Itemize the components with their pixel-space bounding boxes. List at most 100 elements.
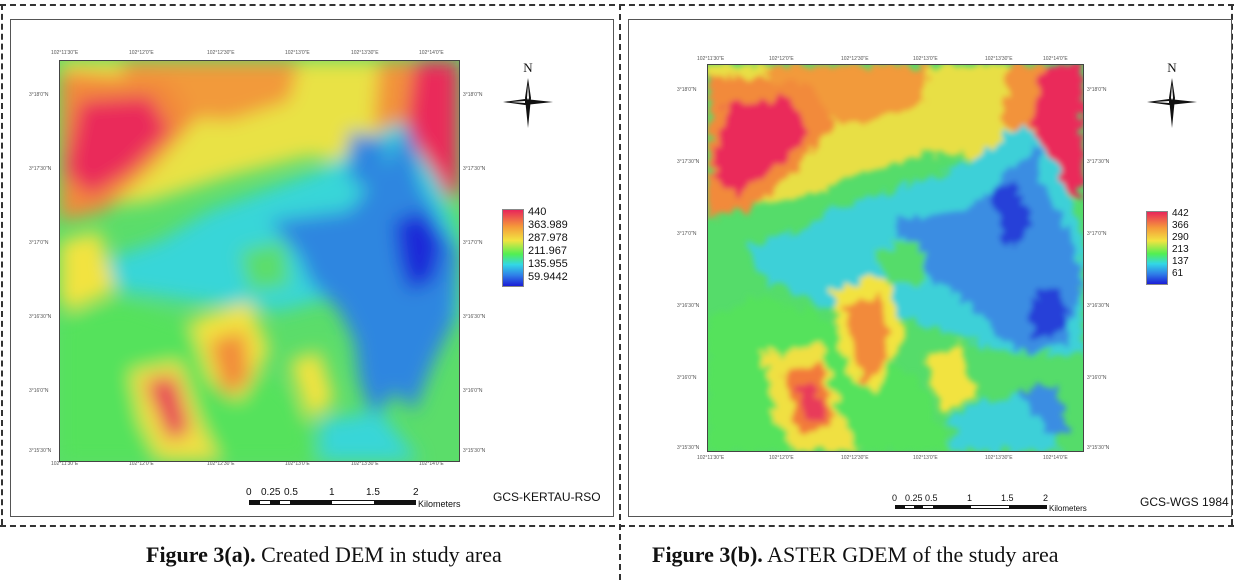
right-edge-dashed-line bbox=[1231, 4, 1233, 525]
tick-label: 3°17'30"N bbox=[677, 159, 700, 165]
tick-label: 3°17'30"N bbox=[29, 166, 52, 172]
tick-label: 102°13'30"E bbox=[351, 461, 379, 467]
tick-label: 102°12'0"E bbox=[129, 461, 154, 467]
scale-bar: 0 0.25 0.5 1 1.5 2 Kilometers bbox=[246, 487, 509, 509]
tick-label: 102°14'0"E bbox=[1043, 455, 1068, 461]
tick-label: 102°12'0"E bbox=[769, 56, 794, 62]
middle-dashed-line bbox=[0, 525, 1234, 527]
legend-value: 287.978 bbox=[528, 232, 568, 244]
tick-label: 102°13'30"E bbox=[985, 455, 1013, 461]
scale-unit: Kilometers bbox=[1049, 504, 1087, 513]
caption-text: ASTER GDEM of the study area bbox=[762, 542, 1059, 567]
scale-bar: 0 0.25 0.5 1 1.5 2 Kilometers bbox=[892, 493, 1135, 515]
dem-raster-map bbox=[59, 60, 460, 462]
legend-value: 135.955 bbox=[528, 258, 568, 270]
center-dashed-divider bbox=[619, 4, 621, 580]
tick-label: 3°15'30"N bbox=[29, 448, 52, 454]
tick-label: 3°16'30"N bbox=[463, 314, 486, 320]
color-ramp bbox=[502, 209, 524, 287]
tick-label: 3°17'0"N bbox=[1087, 231, 1107, 237]
tick-label: 3°16'0"N bbox=[463, 388, 483, 394]
north-arrow: N bbox=[1137, 60, 1207, 130]
tick-label: 102°11'30"E bbox=[697, 56, 725, 62]
tick-label: 3°16'0"N bbox=[1087, 375, 1107, 381]
tick-label: 3°17'0"N bbox=[677, 231, 697, 237]
panel-a-created-dem: 102°11'30"E 102°12'0"E 102°12'30"E 102°1… bbox=[4, 12, 614, 517]
tick-label: 102°12'0"E bbox=[769, 455, 794, 461]
scale-number: 0.5 bbox=[925, 493, 938, 503]
legend-value: 137 bbox=[1172, 256, 1189, 267]
tick-label: 102°14'0"E bbox=[1043, 56, 1068, 62]
tick-label: 102°11'30"E bbox=[697, 455, 725, 461]
tick-label: 102°12'0"E bbox=[129, 50, 154, 56]
figure-caption-a: Figure 3(a). Created DEM in study area bbox=[146, 542, 502, 568]
north-arrow: N bbox=[493, 60, 563, 130]
tick-label: 3°16'30"N bbox=[677, 303, 700, 309]
legend-value: 59.9442 bbox=[528, 271, 568, 283]
tick-label: 102°12'30"E bbox=[841, 56, 869, 62]
scale-number: 2 bbox=[413, 487, 419, 498]
tick-label: 3°16'0"N bbox=[29, 388, 49, 394]
tick-label: 3°15'30"N bbox=[677, 445, 700, 451]
panel-b-aster-gdem: 102°11'30"E 102°12'0"E 102°12'30"E 102°1… bbox=[622, 12, 1232, 517]
scale-number: 1 bbox=[329, 487, 335, 498]
map-frame: 102°11'30"E 102°12'0"E 102°12'30"E 102°1… bbox=[10, 19, 614, 517]
tick-label: 102°12'30"E bbox=[207, 50, 235, 56]
legend-labels: 440 363.989 287.978 211.967 135.955 59.9… bbox=[528, 206, 568, 284]
tick-label: 102°13'30"E bbox=[351, 50, 379, 56]
tick-label: 102°13'0"E bbox=[913, 455, 938, 461]
tick-label: 3°17'30"N bbox=[1087, 159, 1110, 165]
caption-label: Figure 3(a). bbox=[146, 542, 256, 567]
legend-value: 363.989 bbox=[528, 219, 568, 231]
tick-label: 3°15'30"N bbox=[463, 448, 486, 454]
legend-value: 61 bbox=[1172, 268, 1184, 279]
compass-rose-icon bbox=[503, 78, 553, 128]
tick-label: 3°17'0"N bbox=[29, 240, 49, 246]
tick-label: 3°18'0"N bbox=[677, 87, 697, 93]
tick-label: 102°13'0"E bbox=[285, 50, 310, 56]
tick-label: 3°16'30"N bbox=[29, 314, 52, 320]
tick-label: 102°11'30"E bbox=[51, 50, 79, 56]
scale-number: 1 bbox=[967, 493, 973, 503]
aster-gdem-raster-map bbox=[707, 64, 1084, 452]
tick-label: 102°12'30"E bbox=[207, 461, 235, 467]
legend-value: 211.967 bbox=[528, 245, 567, 257]
scale-bar-graphic bbox=[895, 505, 1047, 509]
coordinate-system-label: GCS-WGS 1984 bbox=[1140, 495, 1229, 509]
scale-bar-graphic bbox=[249, 500, 416, 505]
tick-label: 102°13'30"E bbox=[985, 56, 1013, 62]
tick-label: 102°14'0"E bbox=[419, 461, 444, 467]
tick-label: 3°18'0"N bbox=[1087, 87, 1107, 93]
scale-number: 0 bbox=[246, 487, 252, 498]
tick-label: 3°15'30"N bbox=[1087, 445, 1110, 451]
scale-number: 0.25 bbox=[905, 493, 923, 503]
left-edge-dashed-line bbox=[1, 4, 3, 525]
tick-label: 102°13'0"E bbox=[285, 461, 310, 467]
top-dashed-line bbox=[0, 4, 1234, 6]
legend-value: 366 bbox=[1172, 220, 1189, 231]
tick-label: 3°16'0"N bbox=[677, 375, 697, 381]
scale-number: 1.5 bbox=[366, 487, 380, 498]
north-label: N bbox=[1167, 60, 1177, 75]
north-label: N bbox=[523, 60, 533, 75]
scale-number: 0.5 bbox=[284, 487, 298, 498]
tick-label: 3°18'0"N bbox=[463, 92, 483, 98]
scale-number: 2 bbox=[1043, 493, 1049, 503]
tick-label: 102°12'30"E bbox=[841, 455, 869, 461]
tick-label: 102°11'30"E bbox=[51, 461, 79, 467]
legend-value: 442 bbox=[1172, 208, 1189, 219]
scale-number: 0 bbox=[892, 493, 898, 503]
caption-text: Created DEM in study area bbox=[255, 542, 502, 567]
scale-unit: Kilometers bbox=[418, 499, 461, 509]
caption-label: Figure 3(b). bbox=[652, 542, 763, 567]
legend-labels: 442 366 290 213 137 61 bbox=[1172, 208, 1189, 280]
legend-value: 440 bbox=[528, 206, 547, 218]
scale-number: 0.25 bbox=[261, 487, 281, 498]
color-ramp bbox=[1146, 211, 1168, 285]
tick-label: 102°13'0"E bbox=[913, 56, 938, 62]
tick-label: 3°18'0"N bbox=[29, 92, 49, 98]
tick-label: 3°17'30"N bbox=[463, 166, 486, 172]
figure-caption-b: Figure 3(b). ASTER GDEM of the study are… bbox=[652, 542, 1059, 568]
scale-number: 1.5 bbox=[1001, 493, 1014, 503]
compass-rose-icon bbox=[1147, 78, 1197, 128]
